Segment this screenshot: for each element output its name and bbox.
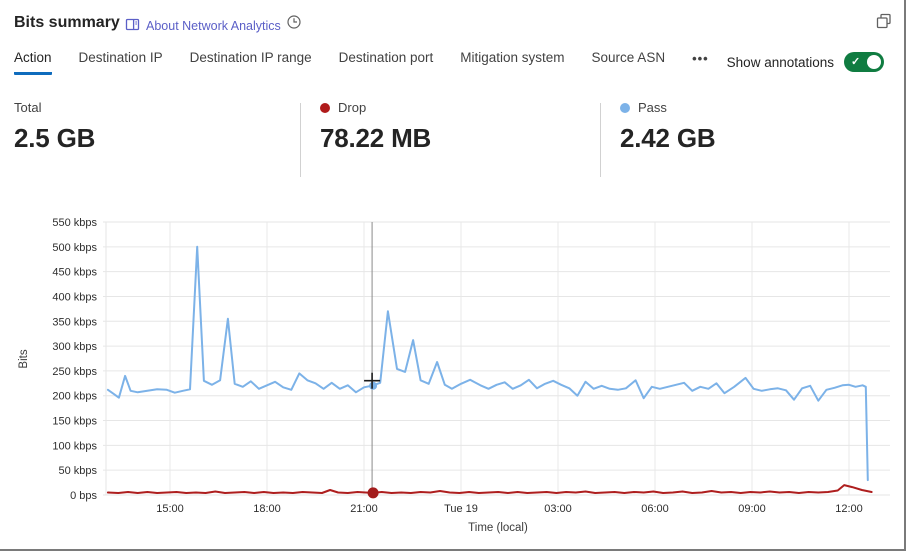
stat-label: Drop (338, 100, 367, 115)
y-tick-label: 550 kbps (52, 217, 97, 229)
about-link-label: About Network Analytics (146, 19, 281, 33)
tab-list: Action Destination IP Destination IP range… (14, 50, 709, 75)
series-line-pass (106, 245, 869, 482)
bits-line-chart[interactable]: 550 kbps 500 kbps 450 kbps 400 kbps 350 kbps… (0, 195, 904, 545)
toggle-knob (867, 55, 881, 69)
y-axis-title: Bits (18, 349, 30, 368)
check-icon: ✓ (851, 56, 861, 68)
y-tick-label: 50 kbps (58, 465, 97, 477)
x-tick-label: 06:00 (641, 503, 669, 515)
hover-pass-dot (369, 381, 378, 390)
stat-value: 2.42 GB (620, 123, 716, 153)
stat-pass: Pass 2.42 GB (620, 100, 716, 154)
x-tick-label: 03:00 (544, 503, 572, 515)
summary-stats: Total 2.5 GB Drop 78.22 MB Pass 2.42 GB (0, 100, 904, 180)
tab-source-asn[interactable]: Source ASN (591, 50, 666, 65)
y-tick-label: 500 kbps (52, 242, 97, 254)
y-tick-label: 350 kbps (52, 316, 97, 328)
y-tick-label: 250 kbps (52, 366, 97, 378)
x-tick-label: Tue 19 (444, 503, 478, 515)
stat-label: Pass (638, 100, 667, 115)
y-tick-label: 150 kbps (52, 416, 97, 428)
tab-action[interactable]: Action (14, 50, 52, 75)
y-tick-label: 200 kbps (52, 391, 97, 403)
show-annotations-control: Show annotations ✓ (727, 52, 884, 72)
stat-divider (300, 103, 301, 177)
stat-value: 78.22 MB (320, 123, 432, 153)
pass-legend-dot (620, 102, 630, 113)
stat-label: Total (14, 100, 42, 115)
popout-restore-icon[interactable] (872, 10, 896, 34)
show-annotations-label: Show annotations (726, 54, 834, 70)
x-tick-label: 21:00 (350, 503, 378, 515)
x-tick-label: 18:00 (253, 503, 281, 515)
y-tick-label: 400 kbps (52, 291, 97, 303)
book-icon (125, 17, 140, 35)
about-network-analytics-link[interactable]: About Network Analytics (125, 17, 281, 35)
x-axis-title: Time (local) (468, 522, 528, 534)
y-tick-label: 0 bps (70, 490, 97, 502)
tab-destination-ip-range[interactable]: Destination IP range (189, 50, 312, 65)
stat-value: 2.5 GB (14, 123, 96, 153)
hover-drop-dot (367, 487, 379, 499)
stat-drop: Drop 78.22 MB (320, 100, 431, 154)
tab-destination-ip[interactable]: Destination IP (78, 50, 163, 65)
tab-destination-port[interactable]: Destination port (338, 50, 434, 65)
series-line-drop (106, 484, 873, 494)
time-range-clock-icon[interactable] (286, 14, 302, 35)
y-tick-label: 300 kbps (52, 341, 97, 353)
stat-total: Total 2.5 GB (14, 100, 95, 154)
tab-bar: Action Destination IP Destination IP range… (0, 50, 904, 82)
x-tick-label: 15:00 (156, 503, 184, 515)
x-tick-label: 09:00 (738, 503, 766, 515)
tab-mitigation-system[interactable]: Mitigation system (460, 50, 565, 65)
y-tick-label: 100 kbps (52, 440, 97, 452)
page-title: Bits summary (14, 14, 120, 31)
widget-header: Bits summary About Network Analytics (0, 0, 904, 46)
tabs-more-button[interactable]: ••• (692, 51, 709, 66)
drop-legend-dot (320, 102, 330, 113)
show-annotations-toggle[interactable]: ✓ (844, 52, 884, 72)
y-tick-label: 450 kbps (52, 267, 97, 279)
x-tick-label: 12:00 (835, 503, 863, 515)
stat-divider (600, 103, 601, 177)
